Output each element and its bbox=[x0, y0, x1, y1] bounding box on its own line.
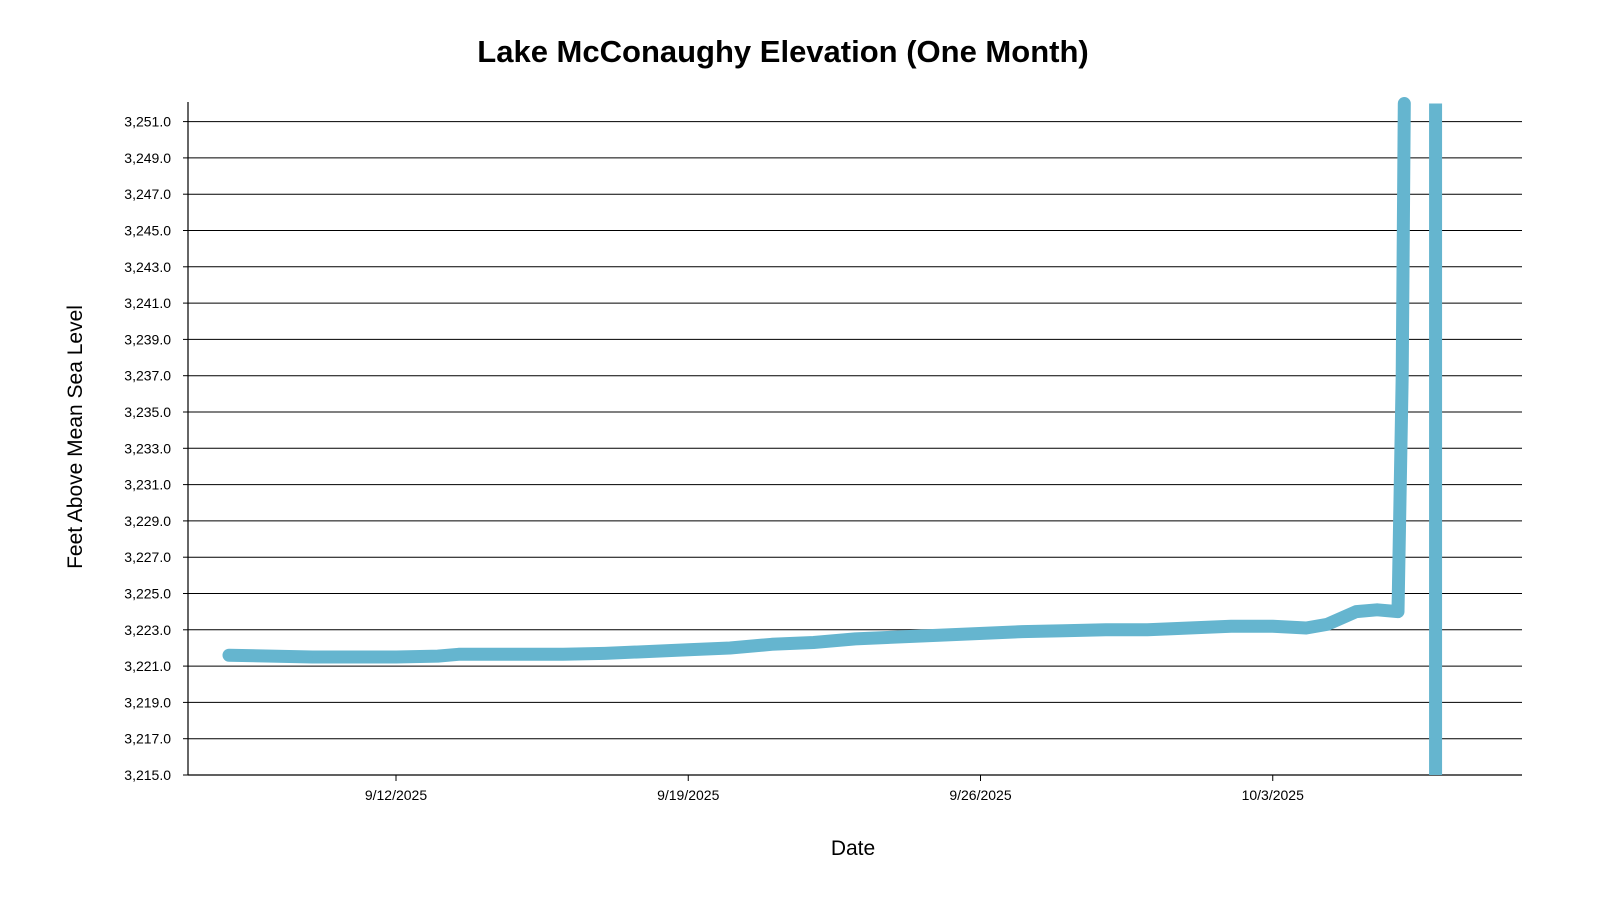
chart-title: Lake McConaughy Elevation (One Month) bbox=[477, 34, 1088, 69]
y-tick-label: 3,237.0 bbox=[124, 368, 171, 384]
y-tick-label: 3,231.0 bbox=[124, 477, 171, 493]
y-tick-label: 3,239.0 bbox=[124, 331, 171, 347]
x-tick-label: 9/26/2025 bbox=[949, 787, 1011, 803]
y-tick-label: 3,229.0 bbox=[124, 513, 171, 529]
y-tick-label: 3,221.0 bbox=[124, 658, 171, 674]
y-tick-label: 3,215.0 bbox=[124, 767, 171, 783]
x-axis-ticks: 9/12/2025 9/19/2025 9/26/2025 10/3/2025 bbox=[365, 775, 1304, 803]
x-tick-label: 9/12/2025 bbox=[365, 787, 427, 803]
y-tick-label: 3,247.0 bbox=[124, 186, 171, 202]
y-tick-label: 3,219.0 bbox=[124, 694, 171, 710]
y-tick-label: 3,249.0 bbox=[124, 150, 171, 166]
series-line-0 bbox=[222, 97, 1411, 664]
y-tick-label: 3,251.0 bbox=[124, 114, 171, 130]
y-tick-label: 3,227.0 bbox=[124, 549, 171, 565]
x-axis-label: Date bbox=[831, 837, 875, 860]
x-tick-label: 10/3/2025 bbox=[1242, 787, 1304, 803]
y-axis-ticks: 3,215.0 3,217.0 3,219.0 3,221.0 3,223.0 3,225… bbox=[124, 114, 188, 783]
y-tick-label: 3,225.0 bbox=[124, 586, 171, 602]
y-axis-label: Feet Above Mean Sea Level bbox=[64, 305, 87, 569]
y-tick-label: 3,233.0 bbox=[124, 440, 171, 456]
y-tick-label: 3,241.0 bbox=[124, 295, 171, 311]
y-tick-label: 3,217.0 bbox=[124, 731, 171, 747]
gridlines bbox=[188, 121, 1522, 740]
x-tick-label: 9/19/2025 bbox=[657, 787, 719, 803]
series-group bbox=[222, 97, 1443, 775]
y-tick-label: 3,243.0 bbox=[124, 259, 171, 275]
y-tick-label: 3,223.0 bbox=[124, 622, 171, 638]
y-tick-label: 3,235.0 bbox=[124, 404, 171, 420]
y-tick-label: 3,245.0 bbox=[124, 223, 171, 239]
